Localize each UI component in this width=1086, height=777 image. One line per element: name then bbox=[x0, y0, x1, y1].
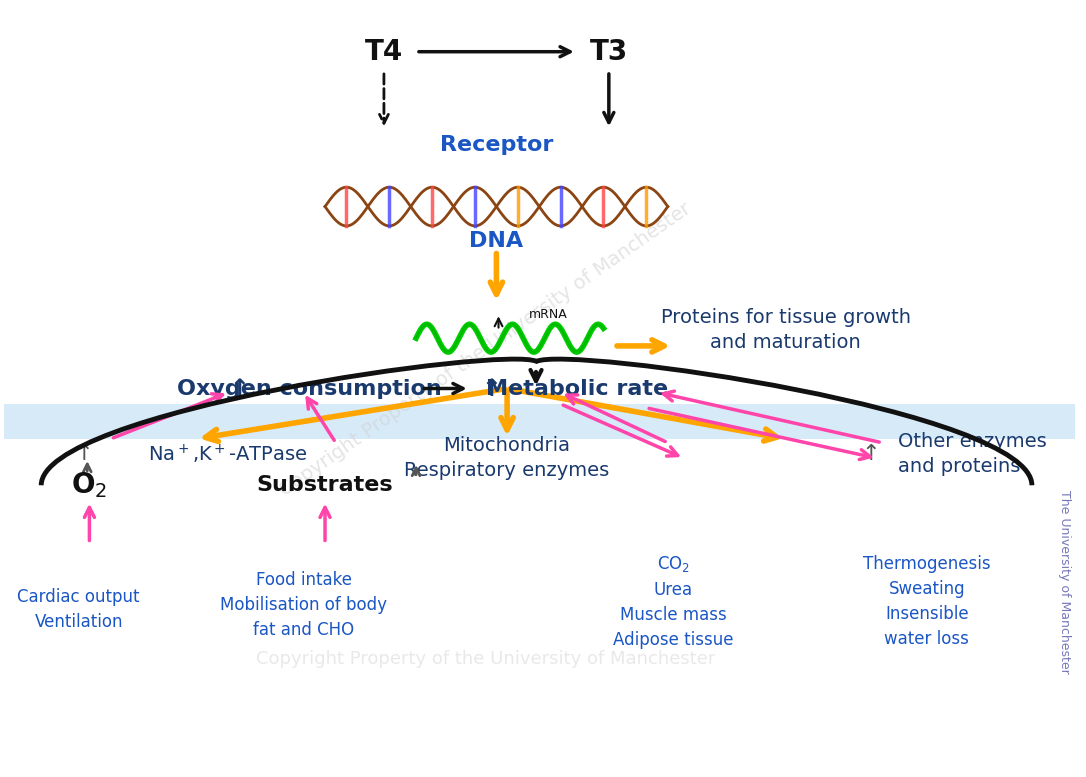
Text: Substrates: Substrates bbox=[256, 476, 393, 495]
Text: Other enzymes
and proteins: Other enzymes and proteins bbox=[898, 432, 1047, 476]
Text: The University of Manchester: The University of Manchester bbox=[1058, 490, 1071, 674]
Text: Na$^+$,K$^+$-ATPase: Na$^+$,K$^+$-ATPase bbox=[149, 443, 308, 466]
Text: Food intake
Mobilisation of body
fat and CHO: Food intake Mobilisation of body fat and… bbox=[220, 571, 387, 639]
Text: Copyright Property of the University of Manchester: Copyright Property of the University of … bbox=[277, 199, 695, 500]
Text: Mitochondria
Respiratory enzymes: Mitochondria Respiratory enzymes bbox=[404, 436, 609, 480]
Text: T3: T3 bbox=[590, 38, 628, 66]
Text: Proteins for tissue growth
and maturation: Proteins for tissue growth and maturatio… bbox=[660, 308, 910, 353]
FancyBboxPatch shape bbox=[3, 404, 1075, 439]
Text: CO$_2$
Urea
Muscle mass
Adipose tissue: CO$_2$ Urea Muscle mass Adipose tissue bbox=[613, 554, 733, 649]
Text: ↑: ↑ bbox=[75, 444, 93, 465]
Text: ↑: ↑ bbox=[229, 377, 249, 400]
Text: Cardiac output
Ventilation: Cardiac output Ventilation bbox=[17, 587, 140, 631]
Text: Thermogenesis
Sweating
Insensible
water loss: Thermogenesis Sweating Insensible water … bbox=[863, 555, 990, 648]
Text: ↑: ↑ bbox=[862, 444, 881, 465]
Text: Receptor: Receptor bbox=[440, 134, 553, 155]
Text: Copyright Property of the University of Manchester: Copyright Property of the University of … bbox=[256, 650, 716, 668]
Text: O$_2$: O$_2$ bbox=[72, 470, 108, 500]
Text: T4: T4 bbox=[365, 38, 403, 66]
Text: ↑: ↑ bbox=[481, 377, 501, 400]
Text: Oxygen consumption: Oxygen consumption bbox=[177, 378, 441, 399]
Text: Metabolic rate: Metabolic rate bbox=[485, 378, 668, 399]
Text: mRNA: mRNA bbox=[529, 308, 567, 322]
Text: DNA: DNA bbox=[469, 232, 523, 252]
